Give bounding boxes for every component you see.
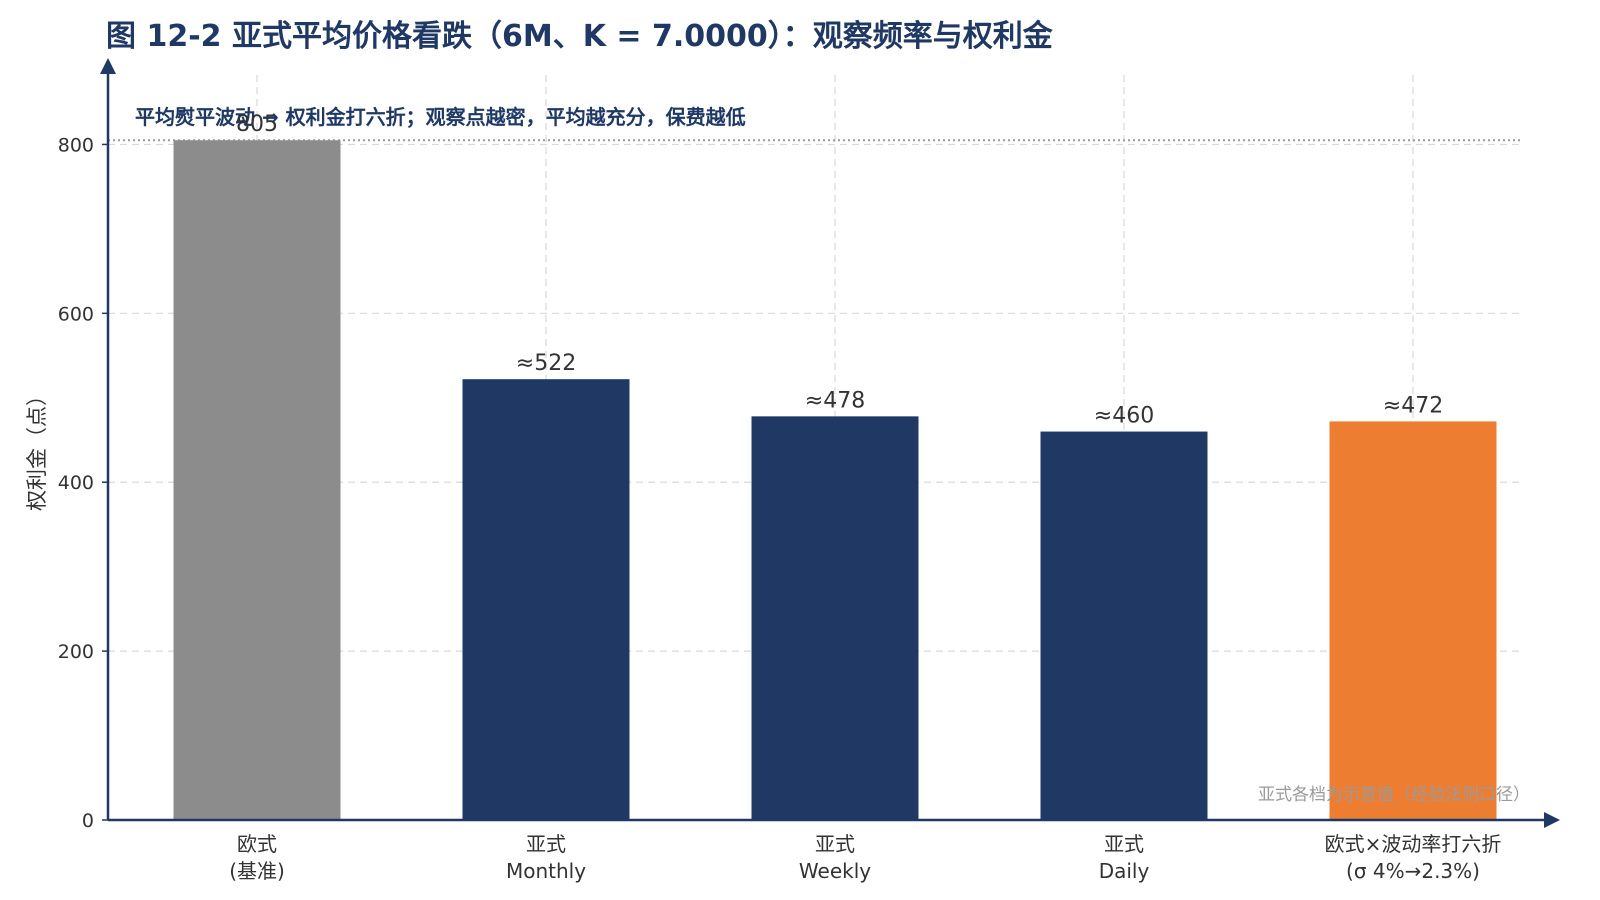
x-tick-label: 亚式 [1104, 832, 1144, 856]
bar [751, 416, 919, 820]
x-tick-label: Weekly [799, 859, 871, 883]
data-label: ≈460 [1094, 404, 1154, 429]
x-tick-label: (σ 4%→2.3%) [1346, 859, 1480, 883]
bar [1329, 421, 1497, 820]
y-tick-label: 800 [58, 134, 94, 156]
bar [462, 379, 630, 820]
data-label: ≈478 [805, 388, 865, 413]
x-tick-label: 欧式 [237, 832, 277, 856]
x-tick-label: (基准) [229, 859, 285, 883]
y-axis-arrow [100, 58, 116, 74]
x-tick-label: Monthly [506, 859, 586, 883]
chart-subtitle: 平均熨平波动 → 权利金打六折；观察点越密，平均越充分，保费越低 [135, 105, 746, 129]
chart-title: 图 12-2 亚式平均价格看跌（6M、K = 7.0000）：观察频率与权利金 [106, 19, 1054, 54]
bars [173, 140, 1497, 820]
chart-note: 亚式各档为示意值（经验法则口径） [1258, 785, 1530, 805]
data-label: 805 [236, 112, 278, 137]
data-label: ≈522 [516, 351, 576, 376]
y-tick-label: 0 [82, 810, 94, 832]
y-tick-label: 400 [58, 472, 94, 494]
labels: 0 200 400 600 800 805 欧式 (基准) ≈522 亚式 Monthly ≈478 亚… [58, 112, 1502, 883]
x-tick-label: 亚式 [815, 832, 855, 856]
x-tick-label: 欧式×波动率打六折 [1325, 832, 1502, 856]
data-label: ≈472 [1383, 393, 1443, 418]
x-tick-label: Daily [1099, 859, 1150, 883]
y-tick-label: 600 [58, 303, 94, 325]
x-axis-arrow [1544, 812, 1560, 828]
x-tick-label: 亚式 [526, 832, 566, 856]
bar [1040, 431, 1208, 820]
axes [100, 58, 1560, 828]
bar [173, 140, 341, 820]
y-axis-label: 权利金（点） [25, 385, 49, 511]
y-tick-label: 200 [58, 641, 94, 663]
